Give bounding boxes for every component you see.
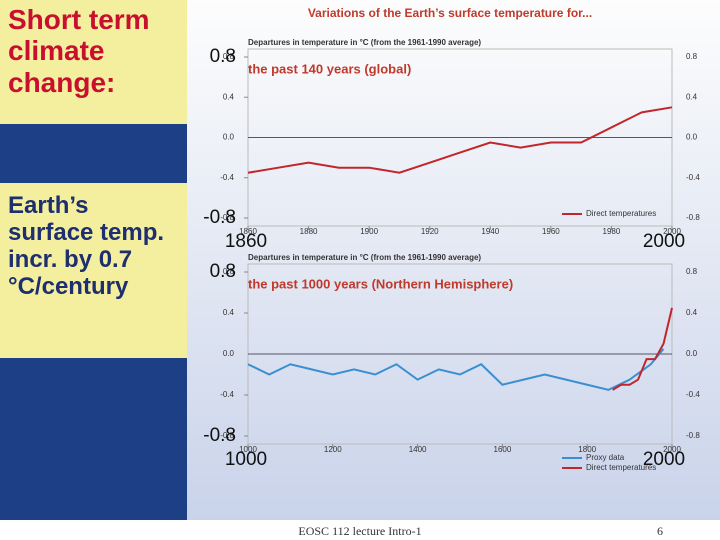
big-label: 1000: [225, 449, 267, 470]
y-tick-label-right: 0.4: [686, 308, 698, 317]
footer: EOSC 112 lecture Intro-1: [298, 524, 421, 538]
note-box: Earth’s surface temp. incr. by 0.7 °C/ce…: [0, 183, 187, 358]
y-tick-label-right: 0.0: [686, 349, 698, 358]
y-tick-label-right: -0.8: [686, 431, 700, 440]
big-label: -0.8: [203, 207, 236, 228]
x-tick-label: 1960: [542, 227, 560, 236]
x-tick-label: 1980: [603, 227, 621, 236]
legend-label: Direct temperatures: [586, 463, 656, 472]
big-label: 0.8: [210, 261, 236, 282]
y-axis-label: Departures in temperature in °C (from th…: [248, 38, 481, 47]
panel-title: the past 1000 years (Northern Hemisphere…: [248, 276, 513, 291]
x-tick-label: 1000: [239, 445, 257, 454]
x-tick-label: 2000: [663, 227, 681, 236]
big-label: 2000: [643, 231, 685, 252]
y-tick-label-right: 0.8: [686, 267, 698, 276]
series-line: [247, 348, 665, 391]
y-tick-label: 0.4: [223, 92, 235, 101]
x-tick-label: 1900: [360, 227, 378, 236]
footer-bar: [0, 520, 720, 540]
y-tick-label-right: -0.8: [686, 213, 700, 222]
y-tick-label: -0.8: [220, 431, 234, 440]
y-tick-label: 0.4: [223, 308, 235, 317]
x-tick-label: 1800: [578, 445, 596, 454]
x-tick-label: 1920: [421, 227, 439, 236]
logo: IPCC: [41, 522, 70, 536]
legend-label: Proxy data: [586, 453, 625, 462]
y-tick-label-right: 0.4: [686, 92, 698, 101]
x-tick-label: 1600: [494, 445, 512, 454]
heading-box: Short term climate change:: [0, 0, 187, 124]
y-tick-label: -0.4: [220, 390, 234, 399]
y-tick-label-right: -0.4: [686, 390, 700, 399]
series-line: [612, 307, 673, 391]
y-tick-label-right: -0.4: [686, 173, 700, 182]
x-tick-label: 1400: [409, 445, 427, 454]
y-tick-label: -0.4: [220, 173, 234, 182]
y-tick-label-right: 0.8: [686, 52, 698, 61]
y-tick-label: 0.0: [223, 349, 235, 358]
y-tick-label: 0.8: [223, 52, 235, 61]
page-number: 6: [657, 524, 663, 538]
x-tick-label: 1200: [324, 445, 342, 454]
panel-title: the past 140 years (global): [248, 61, 411, 76]
x-tick-label: 2000: [663, 445, 681, 454]
y-tick-label: 0.8: [223, 267, 235, 276]
x-tick-label: 1860: [239, 227, 257, 236]
series-line: [247, 106, 673, 174]
y-tick-label: 0.0: [223, 133, 235, 142]
big-label: 0.8: [210, 46, 236, 67]
figure-bg: [187, 0, 720, 520]
big-label: 1860: [225, 231, 267, 252]
y-tick-label-right: 0.0: [686, 133, 698, 142]
y-axis-label: Departures in temperature in °C (from th…: [248, 253, 481, 262]
big-label: 2000: [643, 449, 685, 470]
x-tick-label: 1940: [481, 227, 499, 236]
figure-title: Variations of the Earth’s surface temper…: [308, 6, 592, 20]
legend-label: Direct temperatures: [586, 209, 656, 218]
big-label: -0.8: [203, 425, 236, 446]
y-tick-label: -0.8: [220, 213, 234, 222]
x-tick-label: 1880: [300, 227, 318, 236]
